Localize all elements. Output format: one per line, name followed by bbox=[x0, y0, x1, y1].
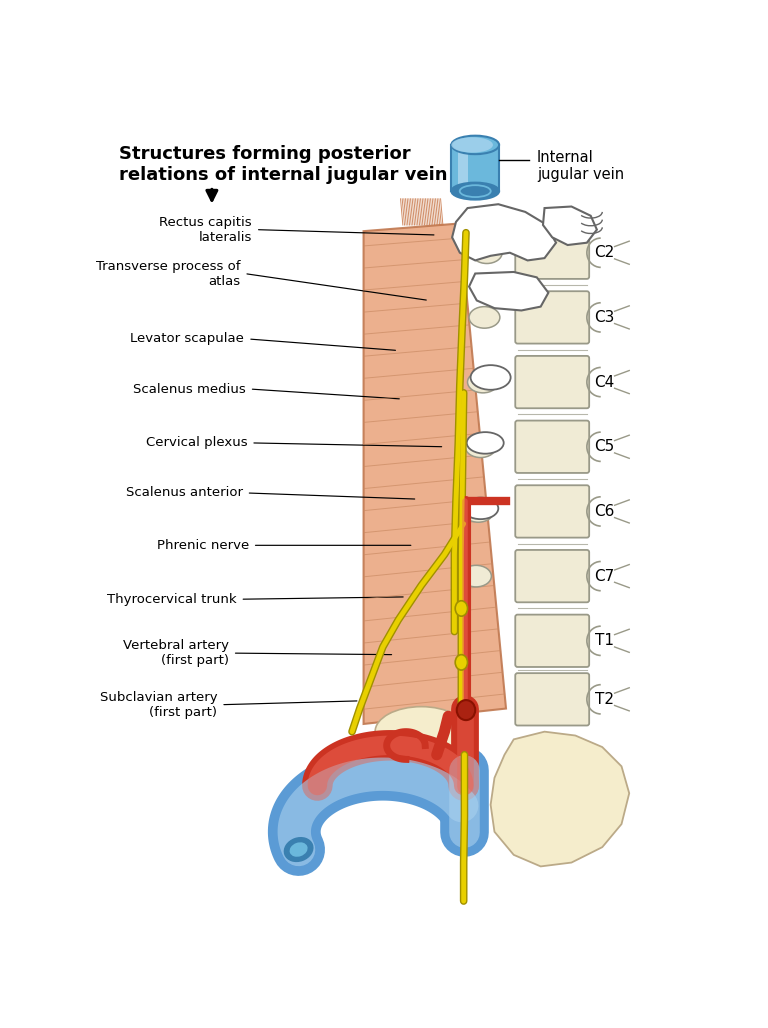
Text: Levator scapulae: Levator scapulae bbox=[131, 332, 244, 345]
FancyBboxPatch shape bbox=[515, 615, 589, 667]
FancyBboxPatch shape bbox=[515, 420, 589, 473]
FancyBboxPatch shape bbox=[515, 291, 589, 343]
Ellipse shape bbox=[472, 242, 502, 263]
Polygon shape bbox=[543, 207, 597, 245]
Polygon shape bbox=[491, 732, 629, 867]
Text: C7: C7 bbox=[594, 568, 615, 584]
Text: Thyrocervical trunk: Thyrocervical trunk bbox=[107, 593, 237, 605]
Ellipse shape bbox=[455, 655, 468, 670]
Ellipse shape bbox=[290, 842, 308, 856]
Ellipse shape bbox=[468, 371, 498, 393]
Ellipse shape bbox=[467, 432, 504, 453]
Text: Rectus capitis
lateralis: Rectus capitis lateralis bbox=[159, 216, 252, 244]
Text: Structures forming posterior
relations of internal jugular vein: Structures forming posterior relations o… bbox=[120, 145, 448, 184]
FancyBboxPatch shape bbox=[515, 550, 589, 602]
Text: Cervical plexus: Cervical plexus bbox=[146, 437, 247, 449]
Ellipse shape bbox=[419, 750, 485, 793]
Ellipse shape bbox=[375, 706, 468, 757]
Text: Subclavian artery
(first part): Subclavian artery (first part) bbox=[100, 691, 217, 719]
Ellipse shape bbox=[461, 565, 492, 587]
Ellipse shape bbox=[463, 501, 494, 522]
Text: Scalenus anterior: Scalenus anterior bbox=[126, 486, 243, 500]
FancyBboxPatch shape bbox=[515, 673, 589, 726]
Text: C4: C4 bbox=[594, 374, 615, 390]
FancyBboxPatch shape bbox=[515, 356, 589, 408]
Ellipse shape bbox=[452, 183, 499, 199]
FancyBboxPatch shape bbox=[515, 226, 589, 279]
Text: Phrenic nerve: Phrenic nerve bbox=[157, 539, 249, 552]
Text: C6: C6 bbox=[594, 504, 615, 519]
Polygon shape bbox=[469, 272, 548, 310]
Ellipse shape bbox=[457, 700, 475, 720]
Text: C2: C2 bbox=[594, 246, 615, 260]
Ellipse shape bbox=[455, 600, 468, 616]
Ellipse shape bbox=[469, 306, 500, 328]
Ellipse shape bbox=[471, 365, 511, 390]
Ellipse shape bbox=[463, 498, 498, 519]
Text: Internal
jugular vein: Internal jugular vein bbox=[537, 149, 624, 182]
FancyBboxPatch shape bbox=[515, 485, 589, 538]
Polygon shape bbox=[363, 223, 506, 724]
Polygon shape bbox=[452, 205, 556, 260]
Text: C3: C3 bbox=[594, 309, 615, 325]
Text: Scalenus medius: Scalenus medius bbox=[133, 382, 246, 396]
Ellipse shape bbox=[465, 436, 496, 457]
Bar bbox=[458, 145, 468, 191]
Ellipse shape bbox=[452, 136, 499, 154]
Text: T2: T2 bbox=[594, 692, 614, 707]
Text: T1: T1 bbox=[594, 633, 614, 649]
Ellipse shape bbox=[285, 839, 312, 860]
Ellipse shape bbox=[452, 137, 493, 152]
Text: C5: C5 bbox=[594, 439, 615, 454]
Text: Vertebral artery
(first part): Vertebral artery (first part) bbox=[123, 639, 229, 667]
Bar bbox=[452, 145, 499, 191]
Text: Transverse process of
atlas: Transverse process of atlas bbox=[96, 259, 240, 288]
